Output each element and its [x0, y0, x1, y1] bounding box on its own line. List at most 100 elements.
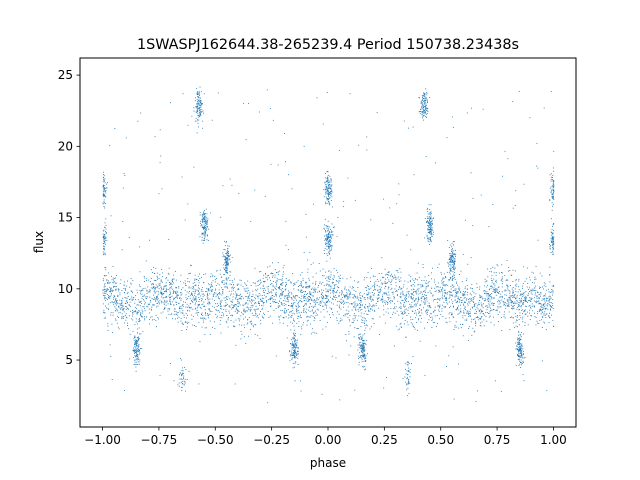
data-point	[125, 289, 127, 291]
data-point	[278, 316, 280, 318]
data-point	[453, 244, 454, 246]
data-point	[302, 292, 304, 293]
data-point	[335, 269, 337, 271]
data-point	[353, 320, 355, 322]
data-point	[251, 299, 253, 301]
data-point	[124, 175, 126, 176]
data-point	[476, 283, 478, 285]
data-point	[210, 284, 212, 286]
data-point	[319, 282, 321, 284]
data-point	[204, 312, 206, 314]
data-point	[512, 290, 514, 292]
data-point	[281, 291, 283, 293]
data-point	[223, 280, 225, 281]
data-point	[237, 295, 239, 296]
data-point	[384, 322, 386, 324]
data-point	[437, 267, 439, 268]
data-point	[137, 312, 139, 314]
data-point	[408, 382, 410, 384]
data-point	[164, 299, 166, 301]
data-point	[233, 305, 235, 307]
data-point	[103, 229, 105, 231]
data-point	[223, 267, 225, 269]
data-point	[197, 102, 199, 104]
data-point	[495, 309, 497, 311]
data-point	[337, 287, 339, 289]
data-point	[105, 298, 107, 299]
data-point	[347, 306, 349, 308]
data-point	[397, 270, 399, 272]
data-point	[446, 322, 448, 324]
data-point	[176, 296, 178, 298]
data-point	[252, 296, 254, 298]
data-point	[312, 282, 314, 284]
data-point	[390, 282, 392, 283]
data-point	[248, 309, 250, 311]
data-point	[270, 291, 272, 293]
data-point	[535, 317, 537, 319]
data-point	[385, 285, 387, 287]
data-point	[351, 303, 353, 304]
data-point	[389, 297, 391, 299]
data-point	[421, 112, 423, 114]
data-point	[257, 315, 259, 316]
data-point	[102, 193, 104, 195]
data-point	[194, 284, 196, 286]
data-point	[336, 296, 338, 298]
data-point	[327, 233, 329, 235]
data-point	[454, 278, 456, 280]
data-point	[514, 294, 516, 296]
data-point	[284, 308, 286, 310]
data-point	[344, 315, 346, 317]
data-point	[181, 293, 183, 295]
data-point	[130, 310, 132, 312]
data-point	[139, 246, 140, 248]
data-point	[266, 89, 268, 91]
data-point	[262, 277, 264, 279]
data-point	[303, 309, 305, 311]
data-point	[452, 263, 454, 265]
data-point	[217, 293, 219, 295]
data-point	[181, 176, 183, 178]
data-point	[486, 312, 488, 313]
data-point	[180, 320, 182, 322]
data-point	[333, 227, 335, 229]
data-point	[489, 312, 491, 314]
data-point	[424, 93, 426, 95]
data-point	[535, 289, 537, 291]
data-point	[431, 316, 433, 318]
data-point	[263, 317, 265, 319]
data-point	[524, 280, 526, 282]
data-point	[432, 267, 433, 269]
data-point	[236, 294, 238, 296]
data-point	[328, 197, 330, 199]
data-point	[231, 284, 232, 285]
data-point	[372, 298, 374, 300]
data-point	[530, 300, 532, 302]
data-point	[326, 189, 328, 190]
data-point	[315, 303, 317, 305]
data-point	[259, 271, 261, 273]
data-point	[453, 263, 455, 265]
data-point	[377, 301, 379, 302]
data-point	[249, 307, 251, 309]
data-point	[217, 310, 219, 312]
data-point	[488, 306, 490, 308]
data-point	[110, 312, 112, 314]
data-point	[314, 316, 315, 318]
data-point	[281, 283, 282, 285]
data-point	[531, 293, 533, 295]
data-point	[500, 280, 502, 281]
data-point	[143, 299, 144, 301]
data-point	[257, 288, 259, 290]
data-point	[495, 279, 497, 281]
data-point	[401, 313, 403, 314]
data-point	[452, 316, 454, 318]
data-point	[272, 262, 273, 264]
data-point	[383, 309, 385, 311]
data-point	[329, 236, 331, 238]
data-point	[279, 322, 281, 324]
data-point	[180, 307, 182, 309]
data-point	[255, 290, 257, 292]
data-point	[264, 287, 266, 289]
